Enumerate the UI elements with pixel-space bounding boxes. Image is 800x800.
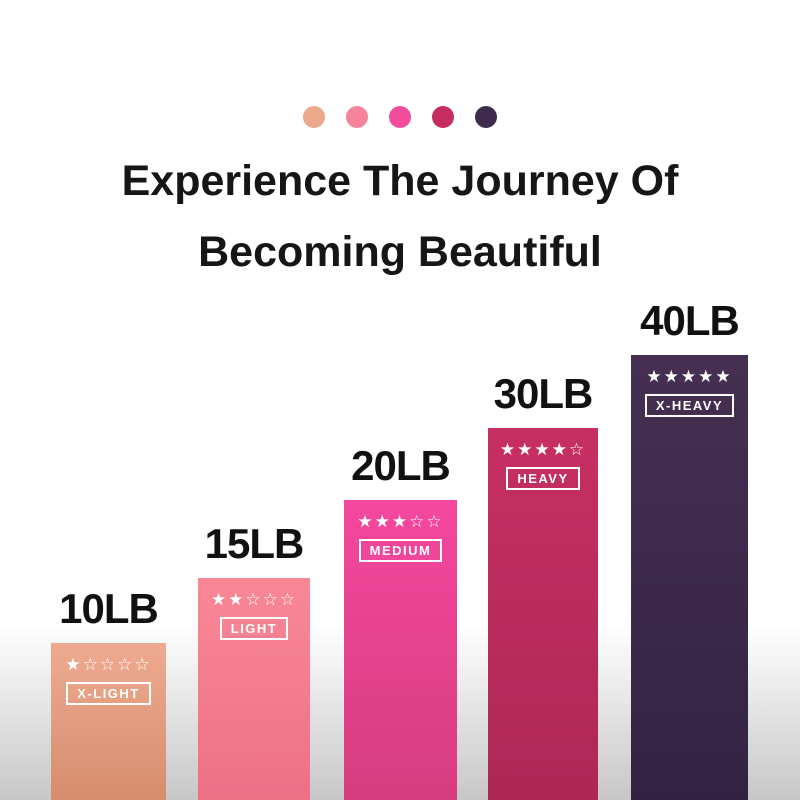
star-rating-icons: ★☆☆☆☆	[65, 655, 152, 674]
palette-dot-light	[346, 106, 368, 128]
page-title-line-1: Experience The Journey Of	[121, 157, 679, 205]
bar-weight-label: 40LB	[640, 297, 740, 344]
star-rating-icons: ★★★★☆	[499, 440, 587, 459]
palette-dot-medium	[389, 106, 411, 128]
palette-dot-x-heavy	[475, 106, 497, 128]
palette-dot-heavy	[432, 106, 454, 128]
bar-20lb: 20LB ★★★☆☆ MEDIUM	[344, 442, 457, 800]
page-title: Experience The Journey Of Becoming Beaut…	[0, 146, 800, 288]
bar-weight-label: 15LB	[204, 520, 305, 567]
bar-30lb: 30LB ★★★★☆ HEAVY	[488, 370, 598, 800]
color-palette-legend	[0, 106, 800, 128]
bar-10lb: 10LB ★☆☆☆☆ X-LIGHT	[51, 585, 166, 800]
star-rating-icons: ★★★★★	[646, 367, 733, 386]
resistance-level-badge: X-HEAVY	[644, 393, 735, 417]
bar-weight-label: 30LB	[493, 370, 594, 417]
resistance-level-badge: HEAVY	[506, 466, 580, 490]
star-rating-icons: ★★★☆☆	[357, 512, 444, 531]
bar-weight-label: 10LB	[59, 585, 159, 632]
bar-40lb: 40LB ★★★★★ X-HEAVY	[631, 297, 748, 800]
bar-15lb: 15LB ★★☆☆☆ LIGHT	[198, 520, 310, 800]
star-rating-icons: ★★☆☆☆	[210, 590, 298, 609]
resistance-level-badge: X-LIGHT	[66, 681, 151, 705]
bar-weight-label: 20LB	[351, 442, 451, 489]
resistance-level-badge: LIGHT	[219, 616, 289, 640]
resistance-level-badge: MEDIUM	[358, 538, 443, 562]
page-title-line-2: Becoming Beautiful	[198, 228, 602, 276]
palette-dot-x-light	[303, 106, 325, 128]
